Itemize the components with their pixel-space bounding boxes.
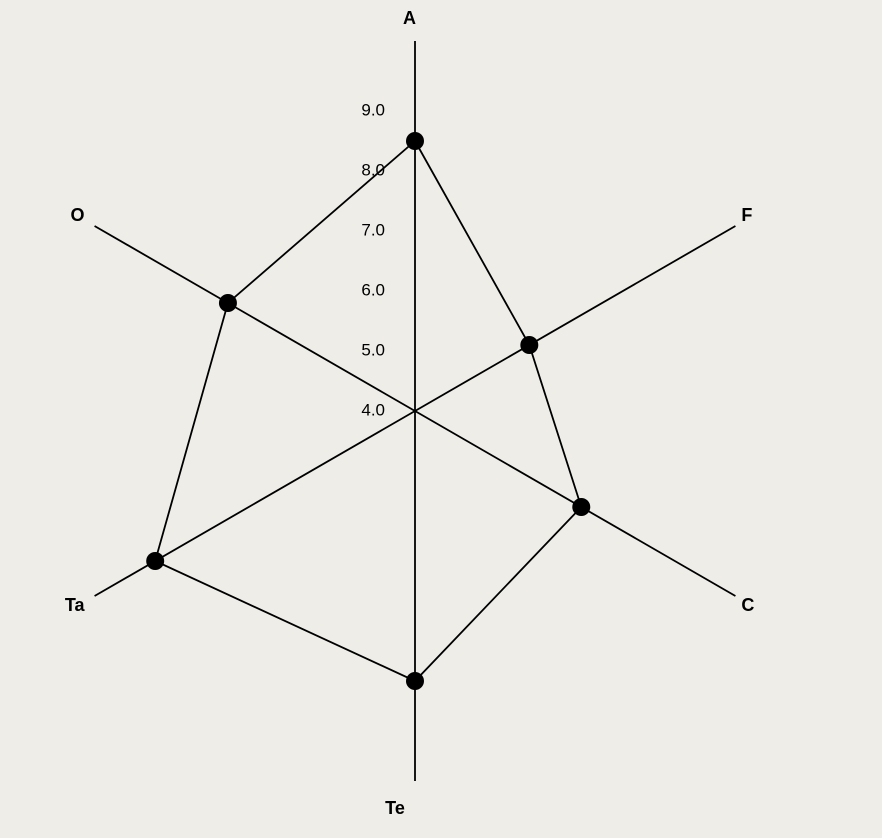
tick-label: 6.0 — [361, 280, 385, 299]
axis-Ta — [95, 411, 415, 596]
axis-label-A: A — [403, 8, 416, 28]
axis-labels-group: A F C Te Ta O — [65, 8, 755, 818]
data-point-Te — [406, 672, 424, 690]
data-point-O — [219, 294, 237, 312]
tick-label: 9.0 — [361, 100, 385, 119]
axis-O — [95, 226, 415, 411]
data-point-F — [520, 336, 538, 354]
tick-label: 5.0 — [361, 340, 385, 359]
data-point-A — [406, 132, 424, 150]
axis-label-F: F — [741, 205, 752, 225]
axis-label-Ta: Ta — [65, 595, 86, 615]
axis-label-O: O — [71, 205, 85, 225]
tick-label: 7.0 — [361, 220, 385, 239]
axes-group — [95, 41, 736, 781]
data-point-C — [572, 498, 590, 516]
axis-label-C: C — [741, 595, 754, 615]
axis-label-Te: Te — [385, 798, 405, 818]
data-point-Ta — [146, 552, 164, 570]
axis-F — [415, 226, 735, 411]
tick-labels-group: 4.0 5.0 6.0 7.0 8.0 9.0 — [361, 100, 385, 419]
radar-chart: 4.0 5.0 6.0 7.0 8.0 9.0 A F C Te Ta O — [0, 0, 882, 838]
tick-label: 4.0 — [361, 400, 385, 419]
tick-label: 8.0 — [361, 160, 385, 179]
